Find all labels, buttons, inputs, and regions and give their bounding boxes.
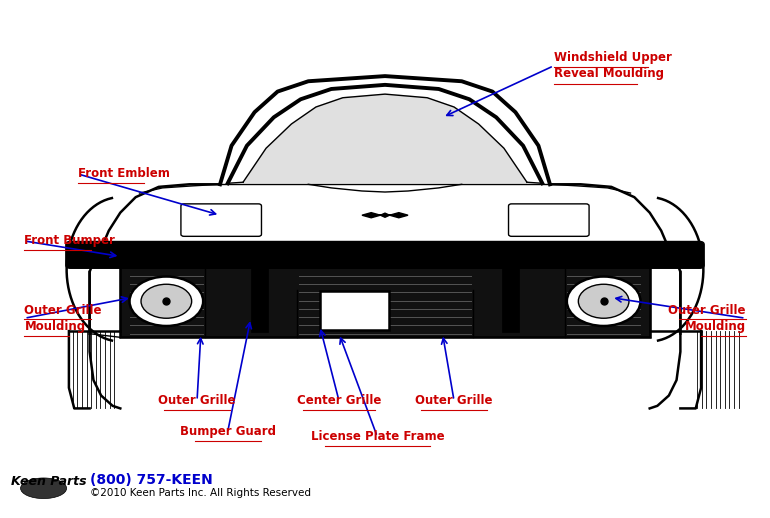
Bar [502, 264, 519, 332]
Text: Bumper Guard: Bumper Guard [179, 425, 276, 438]
FancyBboxPatch shape [508, 204, 589, 236]
Circle shape [141, 284, 192, 318]
Text: Outer Grille
Moulding: Outer Grille Moulding [668, 304, 745, 333]
Text: Front Bumper: Front Bumper [25, 235, 116, 248]
Bar [320, 292, 389, 330]
Text: License Plate Frame: License Plate Frame [310, 430, 444, 443]
Text: Keen Parts: Keen Parts [11, 475, 86, 488]
Text: (800) 757-KEEN: (800) 757-KEEN [89, 472, 213, 486]
Text: Front Emblem: Front Emblem [78, 167, 170, 180]
Text: Outer Grille
Moulding: Outer Grille Moulding [25, 304, 102, 333]
Bar [251, 264, 268, 332]
Ellipse shape [21, 478, 66, 499]
Bar [120, 264, 650, 337]
Text: Outer Grille: Outer Grille [415, 394, 493, 407]
Text: Center Grille: Center Grille [296, 394, 381, 407]
FancyBboxPatch shape [66, 241, 704, 268]
FancyBboxPatch shape [181, 204, 262, 236]
Polygon shape [243, 94, 527, 182]
Text: Outer Grille: Outer Grille [159, 394, 236, 407]
Text: Windshield Upper 
Reveal Moulding: Windshield Upper Reveal Moulding [554, 51, 676, 80]
Circle shape [567, 277, 641, 326]
Circle shape [129, 277, 203, 326]
Circle shape [578, 284, 629, 318]
Polygon shape [362, 212, 408, 218]
Text: ©2010 Keen Parts Inc. All Rights Reserved: ©2010 Keen Parts Inc. All Rights Reserve… [89, 488, 310, 498]
